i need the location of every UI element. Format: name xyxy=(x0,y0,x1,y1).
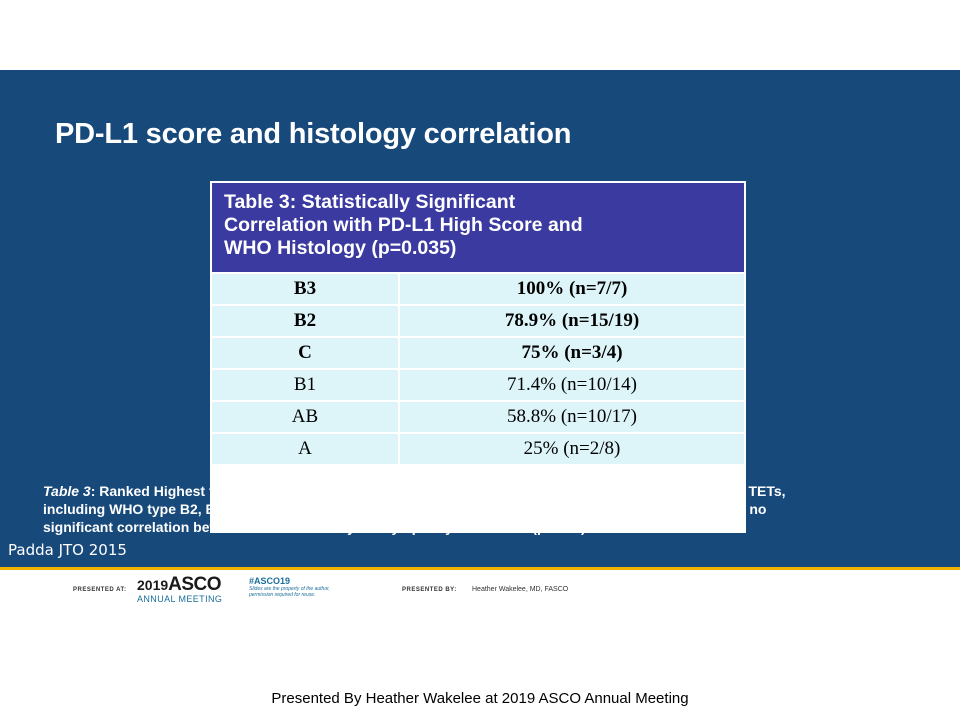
histology-cell: A xyxy=(212,434,398,464)
score-cell: 75% (n=3/4) xyxy=(400,338,744,368)
table-header-line-3: WHO Histology (p=0.035) xyxy=(224,237,457,259)
histology-cell: B3 xyxy=(212,274,398,304)
presented-by-label: PRESENTED BY: xyxy=(402,587,457,593)
caption-line-3: significant correlation between PD-L1 in… xyxy=(43,519,586,535)
table-row: A 25% (n=2/8) xyxy=(212,434,744,464)
table-body: B3 100% (n=7/7) B2 78.9% (n=15/19) C 75%… xyxy=(212,274,744,466)
rights-line-1: Slides are the property of the author, xyxy=(249,586,330,592)
bottom-caption: Presented By Heather Wakelee at 2019 ASC… xyxy=(271,690,689,707)
histology-cell: C xyxy=(212,338,398,368)
accent-stripe xyxy=(0,567,960,570)
table-row: B1 71.4% (n=10/14) xyxy=(212,370,744,400)
caption-line-1: : Ranked Highest to Lowest. PD-L1 high s… xyxy=(90,483,595,499)
caption-line-2: including WHO type B2, B3, & C. B3 and C… xyxy=(43,501,767,517)
slide: PD-L1 score and histology correlation Ta… xyxy=(0,70,960,567)
histology-cell: B1 xyxy=(212,370,398,400)
presented-at-label: PRESENTED AT: xyxy=(73,587,127,593)
histology-table: Table 3: Statistically Significant Corre… xyxy=(210,181,746,533)
citation: Padda JTO 2015 xyxy=(8,541,127,559)
meeting-footer: PRESENTED AT: 2019ASCO ANNUAL MEETING #A… xyxy=(0,570,960,620)
score-cell: 71.4% (n=10/14) xyxy=(400,370,744,400)
table-row: AB 58.8% (n=10/17) xyxy=(212,402,744,432)
score-cell: 58.8% (n=10/17) xyxy=(400,402,744,432)
table-caption: Table 3: Ranked Highest to Lowest. PD-L1… xyxy=(43,482,913,536)
table-header-line-2: Correlation with PD-L1 High Score and xyxy=(224,214,583,236)
table-row: C 75% (n=3/4) xyxy=(212,338,744,368)
histology-cell: B2 xyxy=(212,306,398,336)
caption-line-1-end: 75%) in higher grade TETs, xyxy=(603,483,786,499)
hashtag: #ASCO19 xyxy=(249,576,291,586)
table-header: Table 3: Statistically Significant Corre… xyxy=(212,183,744,272)
asco-logo: 2019ASCO ANNUAL MEETING xyxy=(137,574,222,604)
score-cell: 25% (n=2/8) xyxy=(400,434,744,464)
ge-symbol: > xyxy=(594,483,603,499)
histology-cell: AB xyxy=(212,402,398,432)
slide-title: PD-L1 score and histology correlation xyxy=(55,118,572,150)
rights-line-2: permission required for reuse. xyxy=(249,592,316,598)
caption-lead: Table 3 xyxy=(43,483,91,499)
table-row: B2 78.9% (n=15/19) xyxy=(212,306,744,336)
hashtag-block: #ASCO19 Slides are the property of the a… xyxy=(249,576,330,598)
table-row: B3 100% (n=7/7) xyxy=(212,274,744,304)
presenter-name: Heather Wakelee, MD, FASCO xyxy=(472,586,569,593)
score-cell: 78.9% (n=15/19) xyxy=(400,306,744,336)
asco-subtitle: ANNUAL MEETING xyxy=(137,594,223,604)
score-cell: 100% (n=7/7) xyxy=(400,274,744,304)
asco-name: ASCO xyxy=(168,574,222,595)
asco-year: 2019 xyxy=(137,577,169,593)
table-header-line-1: Table 3: Statistically Significant xyxy=(224,191,516,213)
